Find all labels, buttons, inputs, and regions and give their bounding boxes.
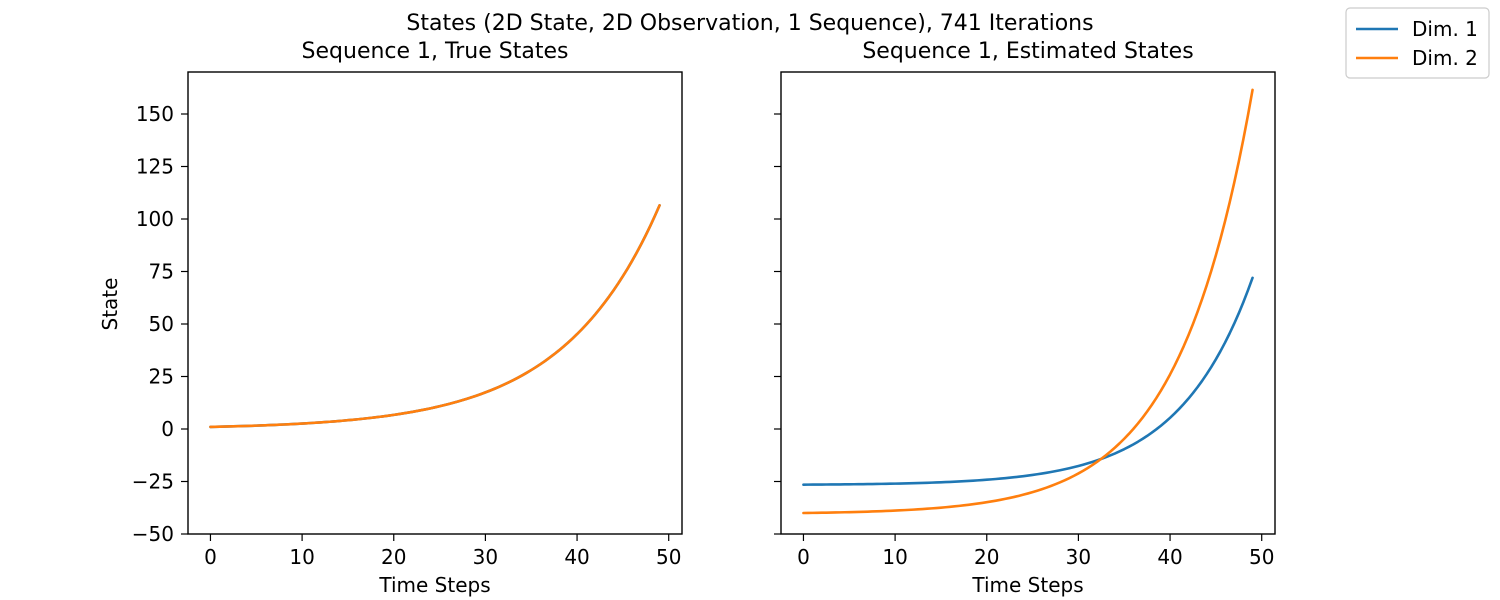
legend: Dim. 1 Dim. 2	[1345, 7, 1490, 79]
y-axis-label: State	[98, 278, 122, 331]
subplot-title: Sequence 1, Estimated States	[862, 39, 1193, 64]
x-axis-label: Time Steps	[971, 573, 1083, 597]
x-tick-label: 20	[974, 545, 999, 569]
y-tick-label: 75	[149, 260, 174, 284]
y-tick-label: 0	[161, 417, 174, 441]
x-tick-label: 20	[381, 545, 406, 569]
x-tick-label: 30	[1066, 545, 1091, 569]
legend-label-dim1: Dim. 1	[1412, 17, 1478, 41]
y-tick-label: 25	[149, 365, 174, 389]
axes-frame	[187, 71, 683, 535]
plot-lines	[802, 88, 1254, 515]
x-tick-label: 50	[1249, 545, 1274, 569]
y-tick-label: 50	[149, 312, 174, 336]
series-line-dim1	[802, 276, 1254, 486]
legend-frame	[1345, 7, 1490, 79]
plot-lines	[209, 204, 661, 429]
y-tick-label: 150	[136, 102, 174, 126]
y-tick-label: −50	[132, 522, 174, 546]
subplot-estimated-states: Sequence 1, Estimated States Time Steps …	[774, 39, 1276, 597]
x-tick-label: 0	[797, 545, 810, 569]
x-tick-label: 40	[1157, 545, 1182, 569]
x-tick-label: 10	[289, 545, 314, 569]
series-line-dim2	[802, 88, 1254, 515]
subplot-title: Sequence 1, True States	[302, 39, 569, 64]
subplot-true-states: Sequence 1, True States Time Steps State…	[98, 39, 683, 597]
axis-ticks: 0 10 20 30 40 50 −50 −25 0 25 50 75 100 125 150	[132, 102, 682, 569]
x-tick-label: 30	[473, 545, 498, 569]
series-line-dim2	[209, 204, 661, 429]
x-tick-label: 50	[656, 545, 681, 569]
y-tick-label: 100	[136, 207, 174, 231]
y-tick-label: 125	[136, 155, 174, 179]
x-axis-label: Time Steps	[378, 573, 490, 597]
x-tick-label: 10	[882, 545, 907, 569]
figure-suptitle: States (2D State, 2D Observation, 1 Sequ…	[406, 11, 1093, 36]
axis-ticks: 0 10 20 30 40 50	[774, 113, 1274, 569]
x-tick-label: 0	[204, 545, 217, 569]
x-tick-label: 40	[564, 545, 589, 569]
y-tick-label: −25	[132, 470, 174, 494]
axes-frame	[780, 71, 1276, 535]
legend-label-dim2: Dim. 2	[1412, 46, 1478, 70]
